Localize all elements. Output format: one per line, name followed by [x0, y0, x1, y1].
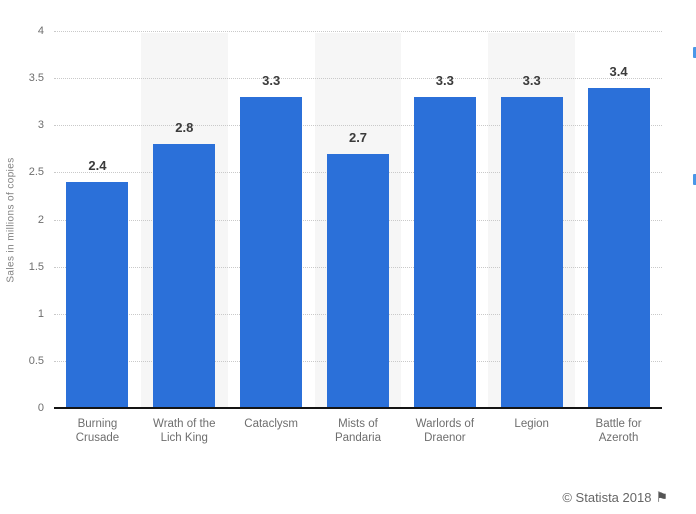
x-axis-line [54, 407, 662, 409]
x-category-label: Wrath of the Lich King [153, 418, 216, 444]
bar-legion [500, 96, 563, 408]
x-category-label: Mists of Pandaria [334, 418, 381, 444]
copyright-note: © Statista 2018 ⚑ [562, 489, 668, 506]
y-tick-label: 0.5 [28, 354, 44, 367]
bar-value-label: 3.3 [522, 72, 541, 88]
flag-icon: ⚑ [655, 489, 668, 505]
y-tick-label: 2.5 [28, 166, 44, 179]
bar-value-label: 2.4 [88, 157, 107, 173]
bar-warlords-of-draenor [413, 96, 476, 408]
y-tick-label: 1 [37, 307, 44, 320]
bar-burning-crusade [66, 181, 129, 408]
x-category-label: Cataclysm [244, 418, 298, 430]
y-tick-label: 2 [37, 213, 44, 226]
y-tick-label: 0 [37, 402, 44, 414]
bar-value-label: 2.7 [348, 129, 368, 145]
x-category-label: Warlords of Draenor [415, 418, 475, 444]
y-gridline [54, 78, 662, 80]
clipped-blue-button-fragment-top[interactable] [693, 47, 696, 58]
x-category-label: Battle for Azeroth [595, 418, 642, 444]
bar-value-label: 3.4 [609, 63, 628, 79]
bar-value-label: 3.3 [262, 72, 281, 88]
bar-wrath-of-the-lich-king [153, 144, 216, 408]
plot-area: 2.4 2.8 3.3 2.7 3.3 3.3 3.4 [54, 31, 662, 408]
x-category-label: Legion [514, 418, 549, 430]
y-tick-label: 4 [37, 25, 44, 37]
bar-mists-of-pandaria [327, 153, 389, 408]
y-tick-label: 1.5 [28, 260, 44, 273]
y-axis-title: Sales in millions of copies [5, 157, 17, 283]
x-axis-category-labels: Burning Crusade Wrath of the Lich King Cat… [54, 417, 662, 457]
clipped-blue-button-fragment-bottom[interactable] [693, 174, 696, 185]
y-tick-label: 3 [37, 119, 44, 132]
bar-value-label: 3.3 [435, 72, 454, 88]
x-category-label: Burning Crusade [75, 418, 120, 444]
y-gridline [54, 125, 662, 127]
bar-value-label: 2.8 [175, 120, 194, 136]
copyright-text: © Statista 2018 [562, 490, 652, 505]
y-gridline [54, 31, 662, 32]
y-tick-label: 3.5 [28, 72, 44, 85]
bar-cataclysm [240, 96, 303, 408]
bar-battle-for-azeroth [587, 87, 650, 408]
